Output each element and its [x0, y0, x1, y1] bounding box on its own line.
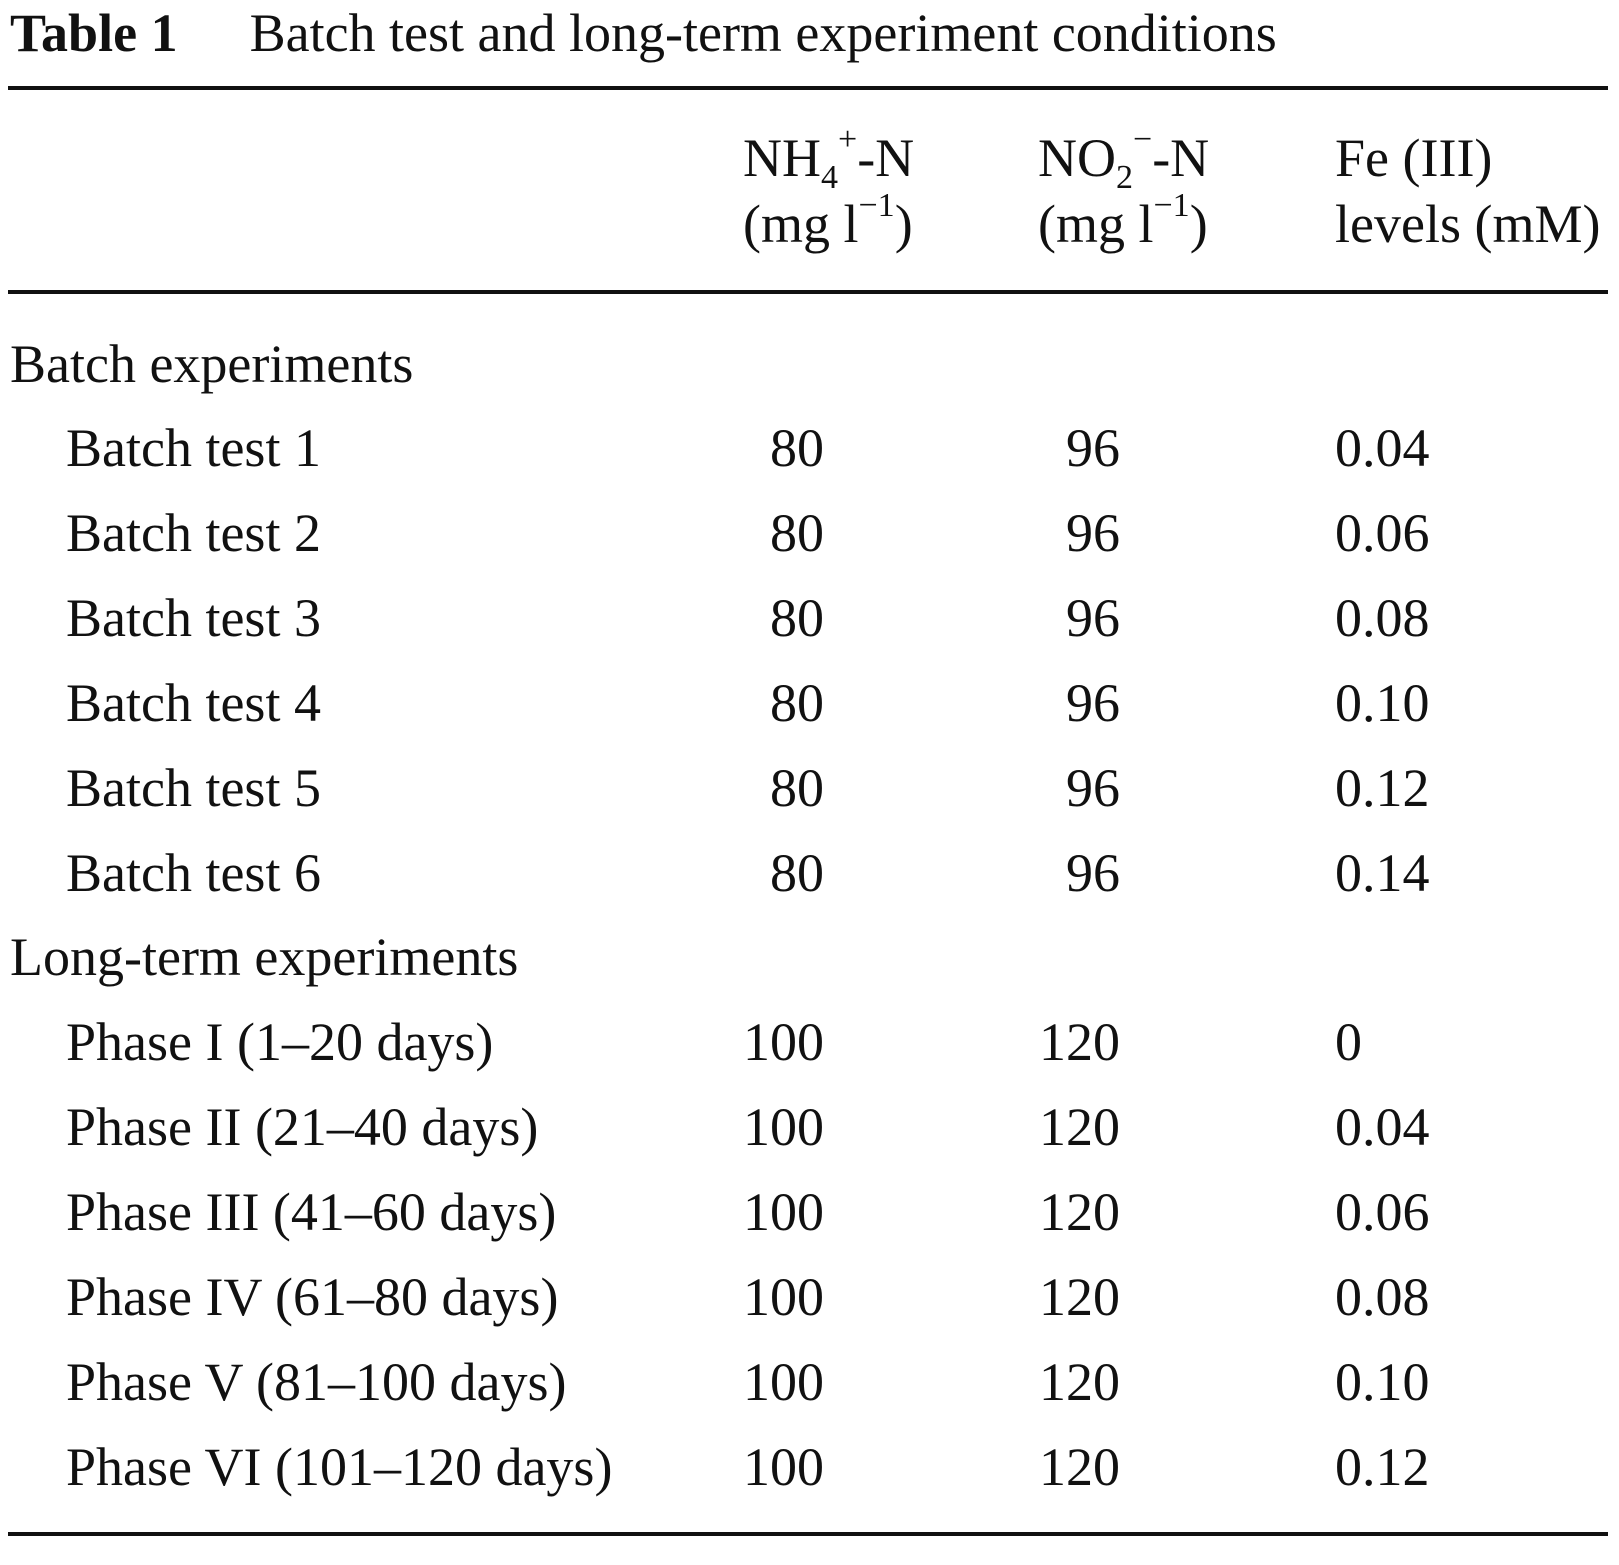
row-label: Phase III (41–60 days): [66, 1182, 557, 1242]
no2-superscript: −: [1133, 121, 1153, 158]
table-label: Table 1: [10, 3, 178, 63]
table-row: Batch test 3 80 96 0.08: [0, 587, 1619, 649]
column-header-no2-name: NO2−-N: [1038, 123, 1210, 195]
table-row: Phase V (81–100 days) 100 120 0.10: [0, 1351, 1619, 1413]
fe-value: 0.04: [1335, 418, 1430, 478]
row-label: Phase VI (101–120 days): [66, 1437, 613, 1497]
row-label: Batch test 4: [66, 673, 321, 733]
row-label: Batch test 1: [66, 418, 321, 478]
fe-value: 0.04: [1335, 1097, 1430, 1157]
nh4-unit-pre: (mg l: [743, 194, 859, 254]
no2-base: NO: [1038, 128, 1116, 188]
row-label: Batch test 6: [66, 843, 321, 903]
nh4-base: NH: [743, 128, 821, 188]
no2-unit-post: ): [1189, 194, 1208, 254]
nh4-suffix: -N: [857, 128, 915, 188]
top-rule: [8, 86, 1608, 90]
fe-value: 0.10: [1335, 1352, 1430, 1412]
column-header-nh4: NH4+-N (mg l−1): [743, 123, 915, 257]
row-label: Batch test 5: [66, 758, 321, 818]
nh4-value: 80: [770, 673, 824, 733]
column-header-no2: NO2−-N (mg l−1): [1038, 123, 1210, 257]
column-header-fe-line1: Fe (III): [1335, 128, 1493, 188]
no2-value: 96: [1066, 588, 1120, 648]
no2-unit-sup: −1: [1153, 187, 1190, 224]
table-row: Phase VI (101–120 days) 100 120 0.12: [0, 1436, 1619, 1498]
fe-value: 0.08: [1335, 588, 1430, 648]
no2-value: 120: [1039, 1182, 1120, 1242]
no2-value: 120: [1039, 1267, 1120, 1327]
nh4-value: 100: [743, 1437, 824, 1497]
nh4-unit-sup: −1: [858, 187, 895, 224]
fe-value: 0.12: [1335, 1437, 1430, 1497]
nh4-unit-post: ): [894, 194, 913, 254]
nh4-value: 80: [770, 503, 824, 563]
table-title: Batch test and long-term experiment cond…: [249, 3, 1277, 63]
column-header-no2-unit: (mg l−1): [1038, 189, 1209, 257]
nh4-value: 80: [770, 843, 824, 903]
fe-value: 0: [1335, 1012, 1362, 1072]
row-label: Phase II (21–40 days): [66, 1097, 539, 1157]
no2-value: 96: [1066, 418, 1120, 478]
fe-value: 0.14: [1335, 843, 1430, 903]
nh4-subscript: 4: [821, 159, 838, 196]
row-label: Batch test 3: [66, 588, 321, 648]
no2-unit-pre: (mg l: [1038, 194, 1154, 254]
nh4-value: 100: [743, 1012, 824, 1072]
header-rule: [8, 290, 1608, 294]
no2-value: 96: [1066, 758, 1120, 818]
fe-value: 0.06: [1335, 1182, 1430, 1242]
table-row: Phase I (1–20 days) 100 120 0: [0, 1011, 1619, 1073]
row-label: Phase V (81–100 days): [66, 1352, 567, 1412]
no2-value: 96: [1066, 843, 1120, 903]
section-heading-batch: Batch experiments: [10, 334, 414, 394]
fe-value: 0.06: [1335, 503, 1430, 563]
no2-value: 120: [1039, 1437, 1120, 1497]
no2-value: 120: [1039, 1012, 1120, 1072]
column-header-fe: Fe (III) levels (mM): [1335, 125, 1600, 257]
table-row: Batch test 6 80 96 0.14: [0, 842, 1619, 904]
table-row: Phase II (21–40 days) 100 120 0.04: [0, 1096, 1619, 1158]
no2-suffix: -N: [1152, 128, 1210, 188]
table-row: Batch test 4 80 96 0.10: [0, 672, 1619, 734]
no2-value: 120: [1039, 1097, 1120, 1157]
fe-value: 0.10: [1335, 673, 1430, 733]
no2-subscript: 2: [1116, 159, 1133, 196]
nh4-value: 80: [770, 418, 824, 478]
nh4-value: 80: [770, 758, 824, 818]
nh4-value: 100: [743, 1182, 824, 1242]
table-caption: Table 1 Batch test and long-term experime…: [10, 2, 1277, 64]
row-label: Phase IV (61–80 days): [66, 1267, 559, 1327]
nh4-value: 100: [743, 1097, 824, 1157]
table-row: Phase IV (61–80 days) 100 120 0.08: [0, 1266, 1619, 1328]
table-row: Phase III (41–60 days) 100 120 0.06: [0, 1181, 1619, 1243]
row-label: Batch test 2: [66, 503, 321, 563]
column-header-nh4-name: NH4+-N: [743, 123, 915, 195]
no2-value: 96: [1066, 673, 1120, 733]
nh4-value: 100: [743, 1352, 824, 1412]
row-label: Phase I (1–20 days): [66, 1012, 494, 1072]
column-header-fe-line2: levels (mM): [1335, 194, 1601, 254]
fe-value: 0.08: [1335, 1267, 1430, 1327]
fe-value: 0.12: [1335, 758, 1430, 818]
nh4-superscript: +: [838, 121, 858, 158]
table-row: Batch test 5 80 96 0.12: [0, 757, 1619, 819]
column-header-nh4-unit: (mg l−1): [743, 189, 914, 257]
nh4-value: 100: [743, 1267, 824, 1327]
no2-value: 120: [1039, 1352, 1120, 1412]
nh4-value: 80: [770, 588, 824, 648]
no2-value: 96: [1066, 503, 1120, 563]
bottom-rule: [8, 1532, 1608, 1536]
table-row: Batch test 1 80 96 0.04: [0, 417, 1619, 479]
section-heading-long-term: Long-term experiments: [10, 927, 519, 987]
table-row: Batch test 2 80 96 0.06: [0, 502, 1619, 564]
